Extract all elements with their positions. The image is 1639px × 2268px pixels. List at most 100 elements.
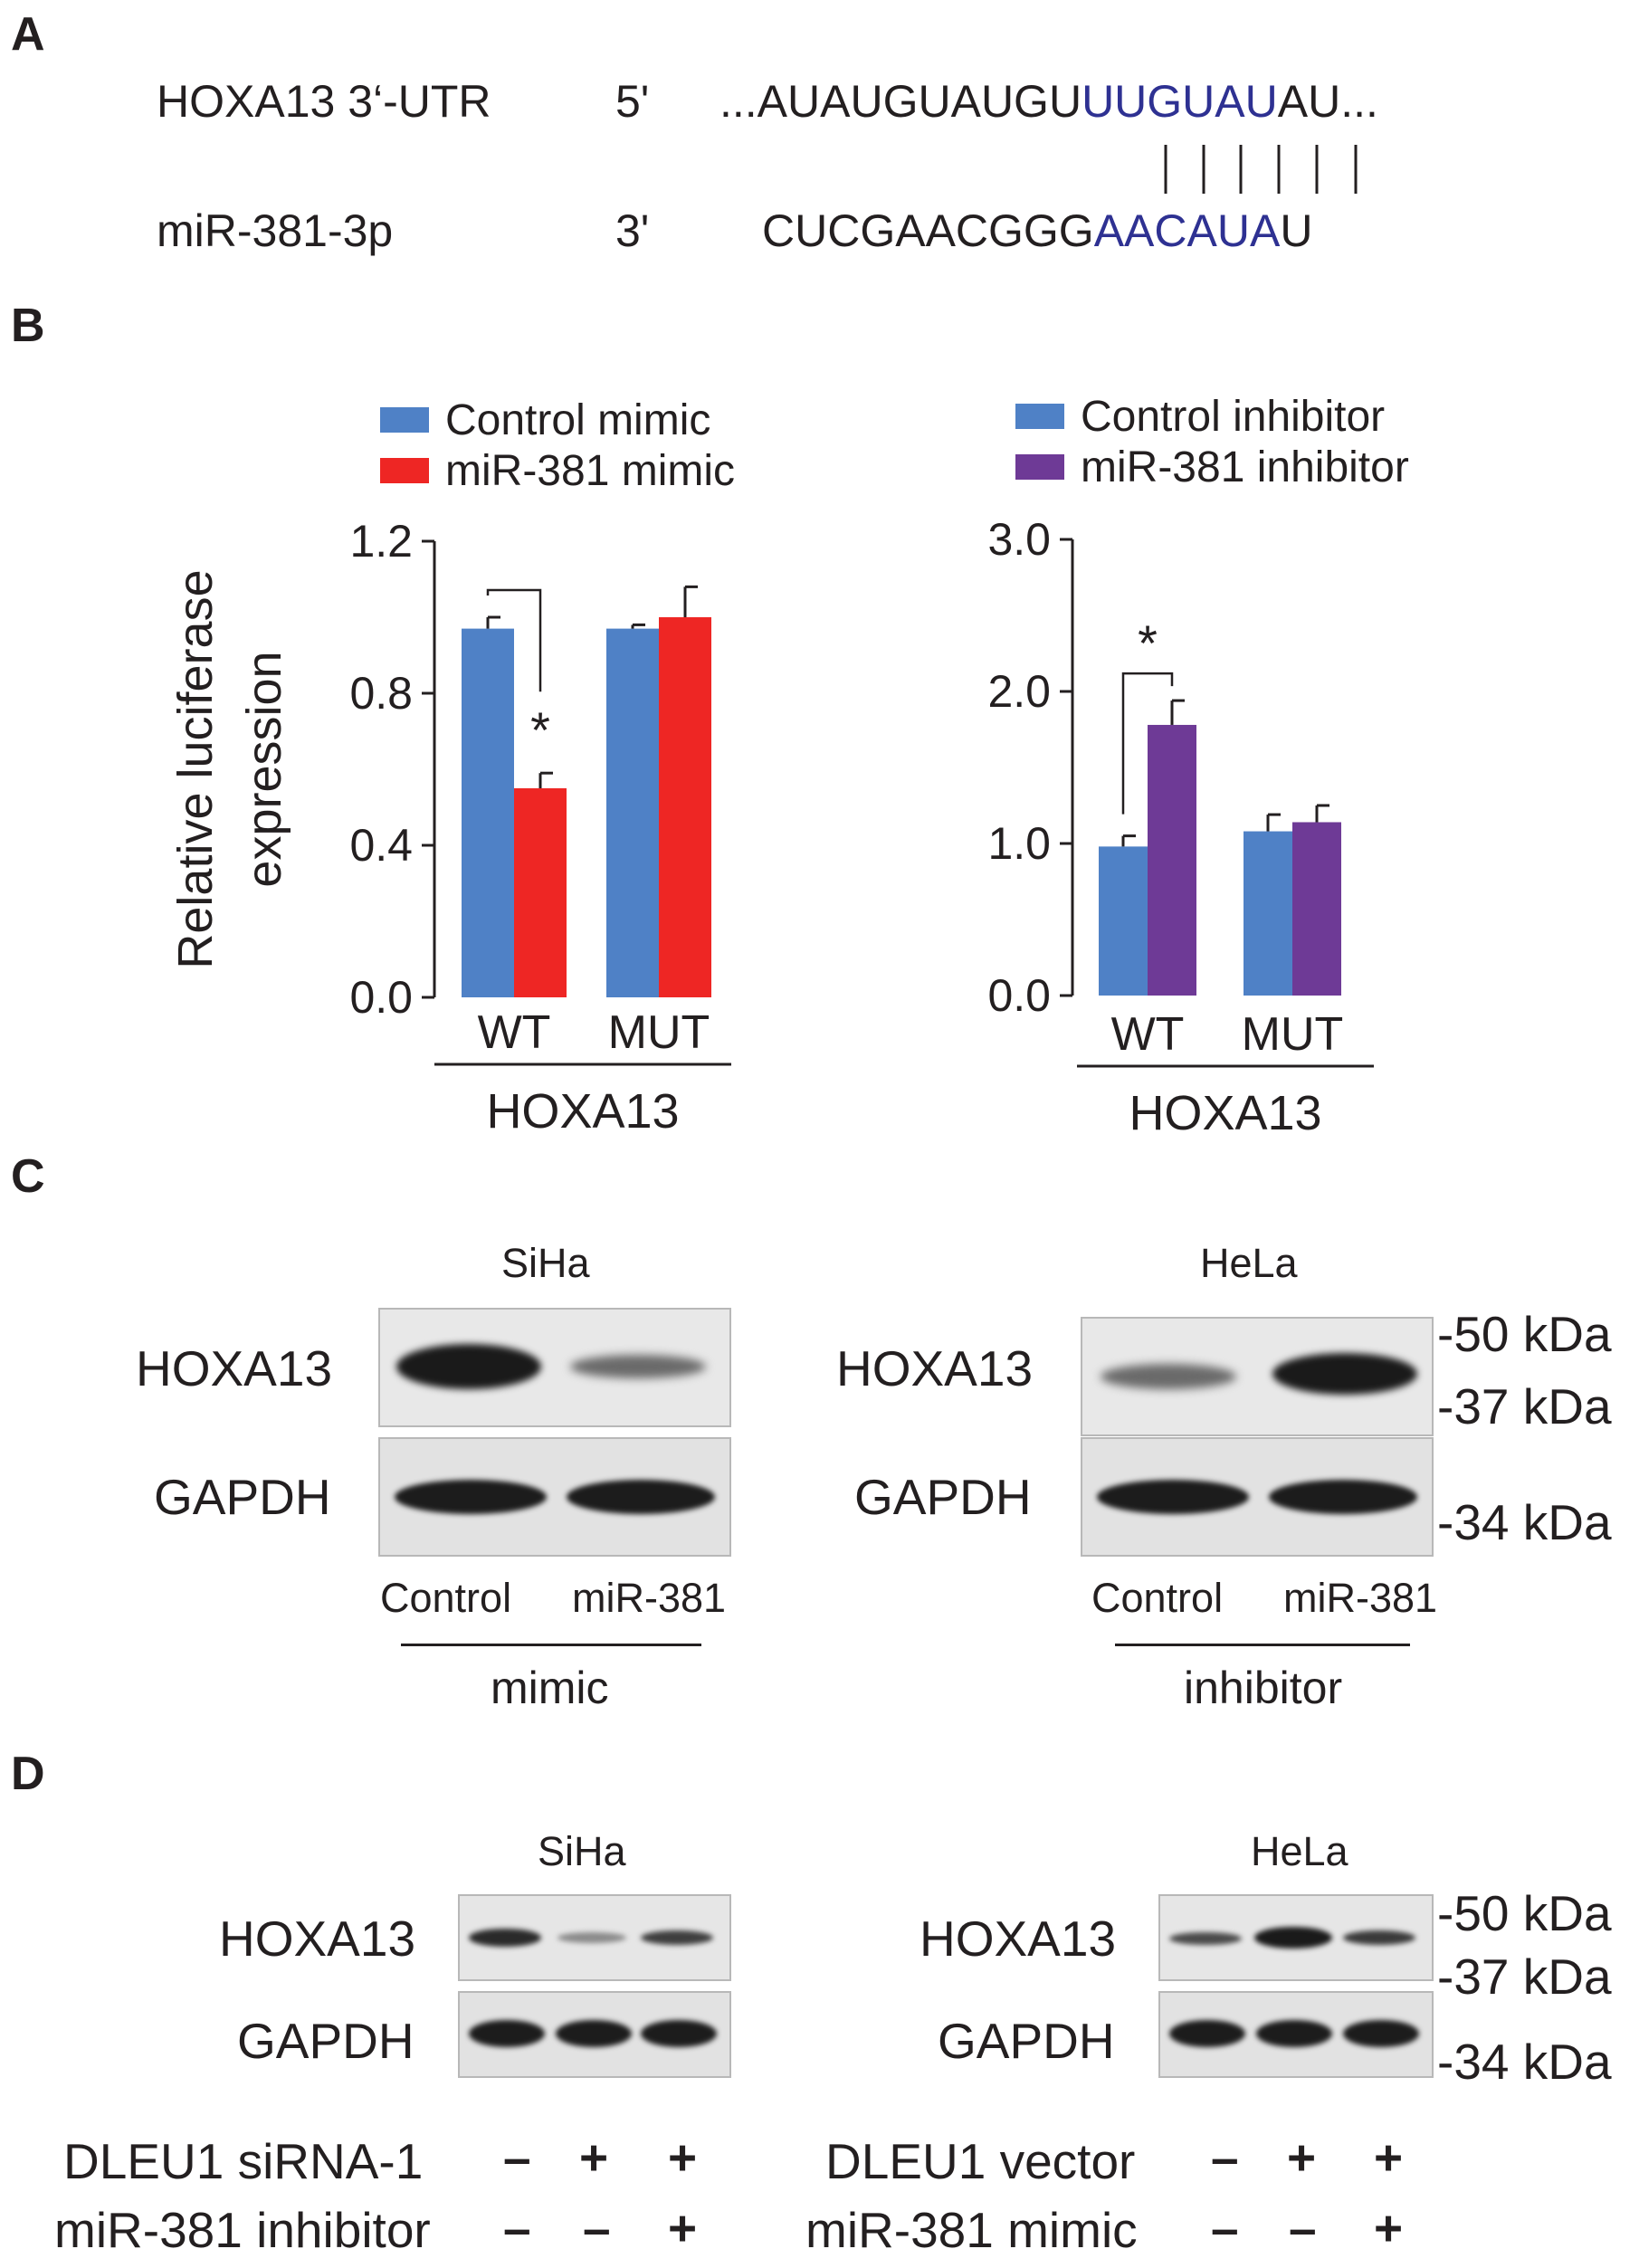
d-left-cell-line: SiHa bbox=[538, 1828, 626, 1874]
bar-mir-381-mimic bbox=[659, 617, 711, 997]
luciferase-bar-charts: 0.0 0.4 0.8 1.2 Relative luciferase expressio… bbox=[168, 393, 1409, 1140]
d-marker-50: -50 kDa bbox=[1437, 1885, 1612, 1941]
c-right-cell-line: HeLa bbox=[1200, 1240, 1298, 1286]
d-right-cond2-label: miR-381 mimic bbox=[805, 2202, 1138, 2258]
c-right-lane1: Control bbox=[1091, 1575, 1224, 1621]
significance-star: * bbox=[530, 701, 550, 758]
c-right-row2-label: GAPDH bbox=[854, 1469, 1032, 1525]
blot-d-siha-gapdh bbox=[458, 1991, 731, 2078]
band bbox=[641, 1930, 713, 1945]
seq2-seed-match: AACAUA bbox=[1093, 205, 1281, 256]
band bbox=[570, 1355, 706, 1378]
y-tick-label: 0.8 bbox=[349, 668, 413, 719]
d-right-cell-line: HeLa bbox=[1251, 1828, 1348, 1874]
c-right-lane2: miR-381 bbox=[1283, 1575, 1438, 1621]
band bbox=[469, 2020, 545, 2047]
y-axis-label: expression bbox=[237, 651, 291, 887]
legend-label: miR-381 inhibitor bbox=[1081, 443, 1409, 491]
d-right-c1-s1: – bbox=[1211, 2130, 1239, 2186]
band bbox=[395, 1480, 547, 1514]
band bbox=[1169, 2020, 1245, 2047]
category-label: MUT bbox=[608, 1006, 710, 1059]
panel-d-label: D bbox=[11, 1748, 45, 1800]
blot-d-hela-hoxa13 bbox=[1158, 1894, 1434, 1981]
band bbox=[567, 1480, 715, 1514]
y-axis-label: Relative luciferase bbox=[168, 569, 223, 968]
c-left-row1-label: HOXA13 bbox=[136, 1340, 333, 1396]
c-marker-34: -34 kDa bbox=[1437, 1494, 1612, 1550]
blot-hela-gapdh bbox=[1081, 1437, 1434, 1557]
d-left-c2-s3: + bbox=[668, 2200, 698, 2256]
category-label: MUT bbox=[1242, 1008, 1344, 1061]
y-tick-label: 0.0 bbox=[349, 972, 413, 1023]
bar-mir-381-inhibitor bbox=[1148, 724, 1196, 996]
c-right-group: inhibitor bbox=[1184, 1663, 1343, 1713]
bar-control-mimic bbox=[606, 628, 659, 997]
d-right-c2-s1: – bbox=[1211, 2200, 1239, 2256]
band bbox=[1269, 1480, 1417, 1514]
d-left-cond2-label: miR-381 inhibitor bbox=[54, 2202, 431, 2258]
band bbox=[1256, 2020, 1332, 2047]
bar-control-inhibitor bbox=[1244, 831, 1292, 996]
seq2-prefix: CUCGAACGGG bbox=[762, 205, 1094, 256]
legend-label: miR-381 mimic bbox=[445, 447, 735, 495]
c-right-group-line bbox=[1115, 1644, 1410, 1646]
band bbox=[1343, 1930, 1415, 1945]
d-left-c1-s2: + bbox=[579, 2130, 609, 2186]
band bbox=[1343, 2020, 1419, 2047]
bar-mir-381-inhibitor bbox=[1292, 822, 1341, 996]
seq1-suffix: AU... bbox=[1277, 76, 1378, 127]
row2-strand-end: 3' bbox=[615, 205, 650, 256]
c-right-row1-label: HOXA13 bbox=[836, 1340, 1034, 1396]
band bbox=[1254, 1927, 1332, 1949]
row1-strand-end: 5' bbox=[615, 76, 650, 127]
category-label: WT bbox=[1111, 1008, 1185, 1061]
d-right-cond1-label: DLEU1 vector bbox=[825, 2133, 1136, 2189]
d-right-c1-s2: + bbox=[1287, 2130, 1317, 2186]
d-right-c2-s3: + bbox=[1374, 2200, 1404, 2256]
d-marker-34: -34 kDa bbox=[1437, 2034, 1612, 2090]
d-right-c1-s3: + bbox=[1374, 2130, 1404, 2186]
d-right-row1-label: HOXA13 bbox=[920, 1911, 1117, 1967]
base-pairing-marks bbox=[1164, 145, 1358, 194]
band bbox=[641, 2020, 717, 2047]
y-tick-label: 0.0 bbox=[987, 970, 1051, 1021]
hoxa13-utr-sequence: ...AUAUGUAUGUUUGUAUAU... bbox=[719, 75, 1378, 128]
significance-star: * bbox=[1138, 615, 1158, 672]
c-left-group-line bbox=[401, 1644, 701, 1646]
group-label: HOXA13 bbox=[1129, 1086, 1321, 1140]
d-left-c1-s1: – bbox=[503, 2130, 531, 2186]
category-label: WT bbox=[478, 1006, 551, 1059]
c-marker-50: -50 kDa bbox=[1437, 1306, 1612, 1362]
blot-d-siha-hoxa13 bbox=[458, 1894, 731, 1981]
panel-b-label: B bbox=[11, 300, 45, 352]
bar-mir-381-mimic bbox=[514, 788, 567, 997]
blot-siha-gapdh bbox=[378, 1437, 731, 1557]
mir381-label: miR-381-3p bbox=[157, 205, 394, 256]
d-left-c1-s3: + bbox=[668, 2130, 698, 2186]
band bbox=[557, 1932, 626, 1943]
hoxa13-utr-label: HOXA13 3‘-UTR bbox=[157, 76, 491, 127]
d-right-c2-s2: – bbox=[1289, 2200, 1317, 2256]
panel-a-label: A bbox=[11, 8, 45, 61]
bar-control-inhibitor bbox=[1099, 846, 1148, 996]
c-left-group: mimic bbox=[491, 1663, 609, 1713]
significance-bracket bbox=[486, 588, 542, 692]
seq1-seed-match: UUGUAU bbox=[1082, 76, 1278, 127]
band bbox=[396, 1344, 541, 1389]
d-right-row2-label: GAPDH bbox=[938, 2013, 1115, 2069]
d-left-c2-s1: – bbox=[503, 2200, 531, 2256]
blot-d-hela-gapdh bbox=[1158, 1991, 1434, 2078]
legend-swatch bbox=[1015, 454, 1064, 480]
d-marker-37: -37 kDa bbox=[1437, 1949, 1612, 2005]
y-tick-label: 1.2 bbox=[349, 516, 413, 567]
bar-control-mimic bbox=[462, 628, 514, 997]
blot-siha-hoxa13 bbox=[378, 1308, 731, 1427]
band bbox=[1097, 1480, 1249, 1514]
band bbox=[1169, 1932, 1242, 1945]
mir381-sequence: CUCGAACGGGAACAUAU bbox=[762, 205, 1312, 257]
band bbox=[1101, 1364, 1236, 1389]
c-left-lane1: Control bbox=[380, 1575, 512, 1621]
legend-label: Control mimic bbox=[445, 396, 710, 444]
seq2-suffix: U bbox=[1280, 205, 1313, 256]
